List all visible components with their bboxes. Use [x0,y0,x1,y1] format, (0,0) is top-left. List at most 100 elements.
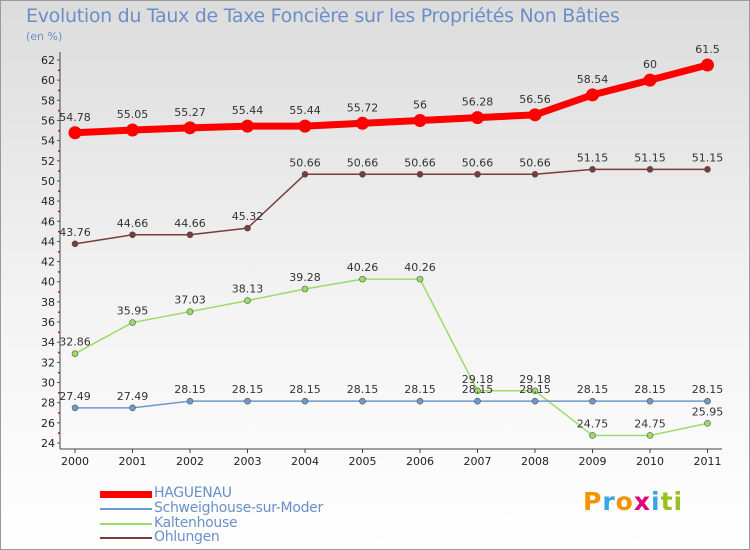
data-point-haguenau [586,88,599,102]
data-point-schweighouse [186,397,194,405]
data-labels-layer: 43.76 44.66 44.66 45.32 50.66 50.66 50.66 50.66… [59,43,723,430]
data-point-schweighouse [531,397,539,405]
y-tick-label: 46 [41,215,55,228]
data-point-schweighouse [589,397,596,405]
series-line-schweighouse [74,400,709,409]
x-tick-label: 2010 [636,455,664,468]
data-point-haguenau [471,111,484,125]
x-tick-label: 2011 [694,455,722,468]
data-label-kaltenhouse: 24.75 [634,417,666,430]
data-label-schweighouse: 28.15 [174,383,206,396]
data-label-ohlungen: 50.66 [519,156,551,169]
y-tick-label: 34 [41,336,55,349]
data-point-ohlungen [646,166,654,173]
y-tick-label: 62 [41,54,55,67]
x-tick-label: 2000 [61,455,89,468]
data-point-schweighouse [704,397,711,405]
y-minor-tick [58,210,60,213]
data-label-haguenau: 55.72 [347,101,379,114]
data-label-haguenau: 55.44 [232,104,264,117]
data-point-ohlungen [416,170,424,178]
data-point-kaltenhouse [416,275,424,283]
y-tick-label: 24 [41,437,55,450]
data-label-ohlungen: 44.66 [174,217,206,230]
data-label-schweighouse: 28.15 [462,383,494,396]
legend-swatch-haguenau [100,491,152,498]
data-point-ohlungen [129,231,136,239]
data-point-ohlungen [244,224,251,232]
y-minor-tick [58,89,60,92]
data-point-kaltenhouse [359,275,366,283]
data-label-kaltenhouse: 37.03 [174,294,206,307]
data-point-ohlungen [71,240,79,248]
data-point-haguenau [701,58,714,72]
data-point-kaltenhouse [71,350,79,358]
data-point-kaltenhouse [129,319,136,326]
legend-swatch-schweighouse [100,508,152,510]
y-minor-tick [58,109,60,112]
logo-letter: o [615,487,634,516]
data-label-schweighouse: 28.15 [347,383,379,396]
data-label-ohlungen: 51.15 [577,151,609,164]
logo-letter: t [660,487,674,516]
y-tick-label: 26 [41,417,55,430]
data-label-schweighouse: 27.49 [117,390,149,403]
proxiti-logo: Proxiti [583,487,683,516]
data-label-kaltenhouse: 25.95 [692,405,724,418]
x-tick-label: 2004 [291,455,319,468]
data-label-kaltenhouse: 29.18 [519,373,551,386]
data-label-kaltenhouse: 32.86 [59,336,91,349]
data-point-schweighouse [474,397,481,405]
x-tick-label: 2001 [119,455,147,468]
y-minor-tick [58,291,60,293]
data-label-schweighouse: 28.15 [634,383,666,396]
y-tick-label: 28 [41,397,55,410]
data-point-schweighouse [359,397,366,405]
data-label-ohlungen: 50.66 [404,156,436,169]
data-label-kaltenhouse: 40.26 [404,261,436,274]
y-tick-label: 54 [41,135,55,148]
data-point-haguenau [356,116,369,130]
y-minor-tick [58,371,60,374]
data-point-haguenau [643,73,657,87]
x-tick-label: 2007 [464,455,492,468]
data-point-kaltenhouse [186,308,194,315]
y-tick-label: 52 [41,155,55,168]
y-minor-tick [58,351,60,354]
data-point-schweighouse [244,397,251,405]
y-tick-label: 38 [41,296,55,309]
data-label-schweighouse: 28.15 [404,383,436,396]
y-tick-label: 44 [41,235,55,248]
data-point-kaltenhouse [704,420,711,427]
x-tick-label: 2006 [406,455,434,468]
y-tick-label: 60 [41,74,55,87]
data-label-kaltenhouse: 39.28 [289,271,321,284]
data-point-haguenau [183,121,197,135]
data-label-kaltenhouse: 40.26 [347,261,379,274]
data-point-schweighouse [129,404,136,412]
logo-letter: i [673,487,684,516]
y-minor-tick [58,190,60,193]
data-point-kaltenhouse [474,387,481,395]
x-tick-label: 2003 [234,455,262,468]
data-label-ohlungen: 51.15 [634,151,666,164]
data-label-haguenau: 56 [413,98,427,111]
data-label-haguenau: 60 [643,58,657,71]
data-point-ohlungen [186,231,194,239]
unit-label: (en %) [26,30,63,43]
data-point-schweighouse [416,397,424,405]
x-tick-label: 2005 [349,455,377,468]
x-tick-label: 2009 [579,455,607,468]
legend-label-ohlungen: Ohlungen [154,529,220,545]
y-minor-tick [58,311,60,313]
data-point-ohlungen [359,170,366,178]
data-label-schweighouse: 27.49 [59,390,91,403]
legend-swatch-kaltenhouse [100,523,152,525]
data-point-kaltenhouse [646,432,654,439]
data-label-haguenau: 55.44 [289,104,321,117]
data-point-ohlungen [531,170,539,178]
data-label-haguenau: 56.28 [462,96,494,109]
y-minor-tick [58,271,60,273]
y-minor-tick [58,412,60,414]
data-label-kaltenhouse: 35.95 [117,305,149,318]
